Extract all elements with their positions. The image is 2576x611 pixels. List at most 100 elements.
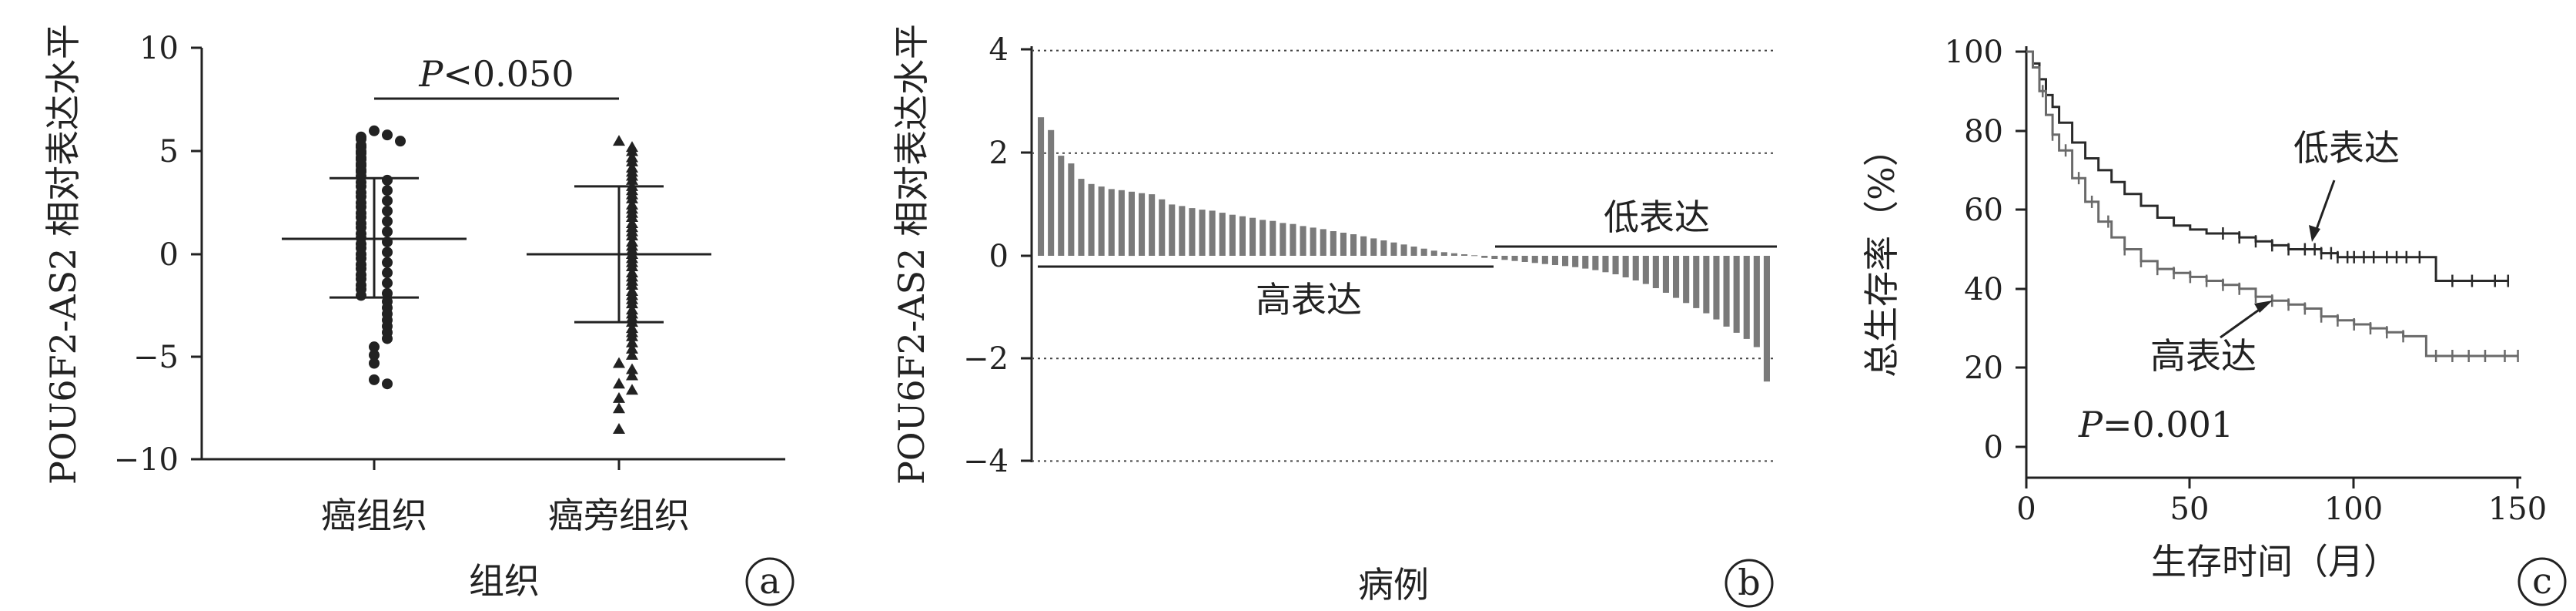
panel-b-bar (1068, 163, 1075, 256)
panel-b-bar (1763, 256, 1770, 382)
panel-b-bar (1642, 256, 1649, 284)
panel-b-bar (1229, 214, 1236, 256)
panel-b-bar (1179, 206, 1186, 256)
panel-b-xlabel: 病例 (1358, 564, 1429, 606)
panel-c-xlabel: 生存时间（月） (2151, 541, 2399, 582)
panel-b-gridlines (1032, 49, 1777, 462)
panel-b-bar (1360, 236, 1367, 256)
panel-b-bar (1260, 220, 1266, 256)
panel-a-label-circle (745, 557, 795, 606)
panel-b-bar (1491, 256, 1498, 259)
panel-a-point-adjacent (626, 192, 638, 203)
panel-b-bar (1400, 244, 1407, 256)
panel-c-ytick-label: 100 (1945, 35, 2003, 70)
panel-a-pvalue-rest: <0.050 (443, 53, 574, 95)
panel-b-bar (1662, 256, 1669, 293)
panel-b-bar (1169, 204, 1176, 256)
panel-a-point-cancer (382, 333, 393, 344)
panel-c-xticks: 0 50 100 150 (2016, 478, 2547, 527)
panel-a-ytick-label: −5 (133, 340, 179, 375)
panel-c: 总生存率（%） 100 80 60 40 20 0 0 50 100 150 (1861, 35, 2567, 606)
panel-a-point-cancer (382, 247, 393, 258)
panel-b-bar (1733, 256, 1740, 333)
panel-b-bar (1078, 179, 1085, 256)
panel-c-curve-low (2026, 50, 2508, 282)
panel-a-point-cancer (382, 267, 393, 279)
panel-b-bar (1481, 256, 1488, 258)
panel-b-bars (1038, 117, 1770, 382)
panel-c-ytick-label: 80 (1964, 114, 2003, 149)
panel-a-xlabel: 组织 (469, 560, 540, 602)
panel-b-bar (1612, 256, 1619, 274)
panel-a-pvalue: P<0.050 (418, 53, 574, 95)
panel-b-ytick-label: −4 (963, 444, 1009, 479)
panel-b-bar (1370, 238, 1377, 256)
panel-b-low-label: 低表达 (1604, 196, 1710, 238)
panel-c-curve-high (2026, 50, 2518, 358)
panel-b-bar (1723, 256, 1730, 327)
panel-b-bar (1128, 191, 1135, 257)
panel-b-bar (1139, 193, 1146, 256)
panel-a-point-cancer (382, 129, 393, 141)
panel-c-label: c (2532, 560, 2552, 602)
panel-a-point-adjacent (613, 422, 625, 434)
panel-b-bar (1410, 247, 1417, 256)
panel-b-high-label: 高表达 (1256, 279, 1362, 321)
panel-b-bar (1683, 256, 1690, 304)
panel-b-bar (1108, 189, 1115, 256)
panel-a-point-cancer (382, 378, 393, 390)
panel-a-point-adjacent (613, 135, 625, 146)
panel-b-bar (1632, 256, 1639, 280)
panel-b-ytick-label: −2 (963, 341, 1009, 377)
panel-a-ytick-label: 5 (159, 134, 179, 170)
panel-a-point-cancer (369, 358, 380, 369)
panel-b-bar (1270, 220, 1276, 256)
panel-b-bar (1511, 256, 1518, 261)
panel-c-pvalue: P=0.001 (2078, 404, 2233, 445)
panel-a-point-adjacent (613, 402, 625, 414)
panel-a-point-adjacent (626, 369, 638, 381)
panel-a-xtick-label: 癌旁组织 (548, 495, 690, 536)
panel-b-bar (1541, 256, 1548, 264)
panel-a-point-adjacent (613, 378, 625, 389)
panel-b-bar (1582, 256, 1589, 269)
panel-b-ytick-label: 4 (989, 32, 1009, 68)
panel-a-point-cancer (382, 195, 393, 206)
panel-a-ytick-label: −10 (114, 442, 179, 478)
panel-a-points (356, 125, 638, 434)
panel-a-point-adjacent (626, 155, 638, 166)
panel-a-point-adjacent (626, 145, 638, 156)
panel-a-point-cancer (369, 374, 380, 385)
panel-b-label-circle (1725, 559, 1774, 608)
panel-b-bar (1743, 256, 1750, 339)
panel-b-bar (1602, 256, 1609, 273)
panel-b-bar (1219, 213, 1226, 256)
panel-a-point-cancer (382, 174, 393, 186)
panel-a-point-cancer (382, 287, 393, 299)
panel-b-bar (1521, 256, 1528, 262)
panel-b-bar (1450, 253, 1457, 256)
panel-b-bar (1753, 256, 1760, 347)
panel-a-point-cancer (382, 205, 393, 217)
panel-a-point-cancer (382, 257, 393, 268)
panel-b-bar (1159, 199, 1166, 256)
panel-a-mean-sd (282, 176, 711, 324)
panel-b-bar (1551, 256, 1558, 265)
panel-b-ytick-label: 2 (989, 136, 1009, 171)
panel-a-point-adjacent (626, 279, 638, 290)
panel-a: POU6F2-AS2 相对表达水平 10 5 0 −5 −10 癌组织 癌旁组织… (42, 24, 795, 606)
panel-a-point-cancer (382, 226, 393, 237)
panel-c-high-arrowhead (2254, 300, 2273, 313)
panel-a-point-adjacent (626, 210, 638, 222)
panel-c-low-arrow (2314, 180, 2336, 232)
panel-a-point-adjacent (613, 391, 625, 403)
panel-b-bar (1189, 208, 1196, 256)
panel-a-point-cancer (395, 136, 406, 147)
panel-b-bar (1340, 233, 1347, 256)
panel-b-bar (1430, 250, 1437, 256)
panel-b-bar (1038, 117, 1045, 256)
panel-b-bar (1250, 217, 1256, 256)
panel-a-point-adjacent (626, 330, 638, 341)
panel-b-bar (1501, 256, 1508, 260)
